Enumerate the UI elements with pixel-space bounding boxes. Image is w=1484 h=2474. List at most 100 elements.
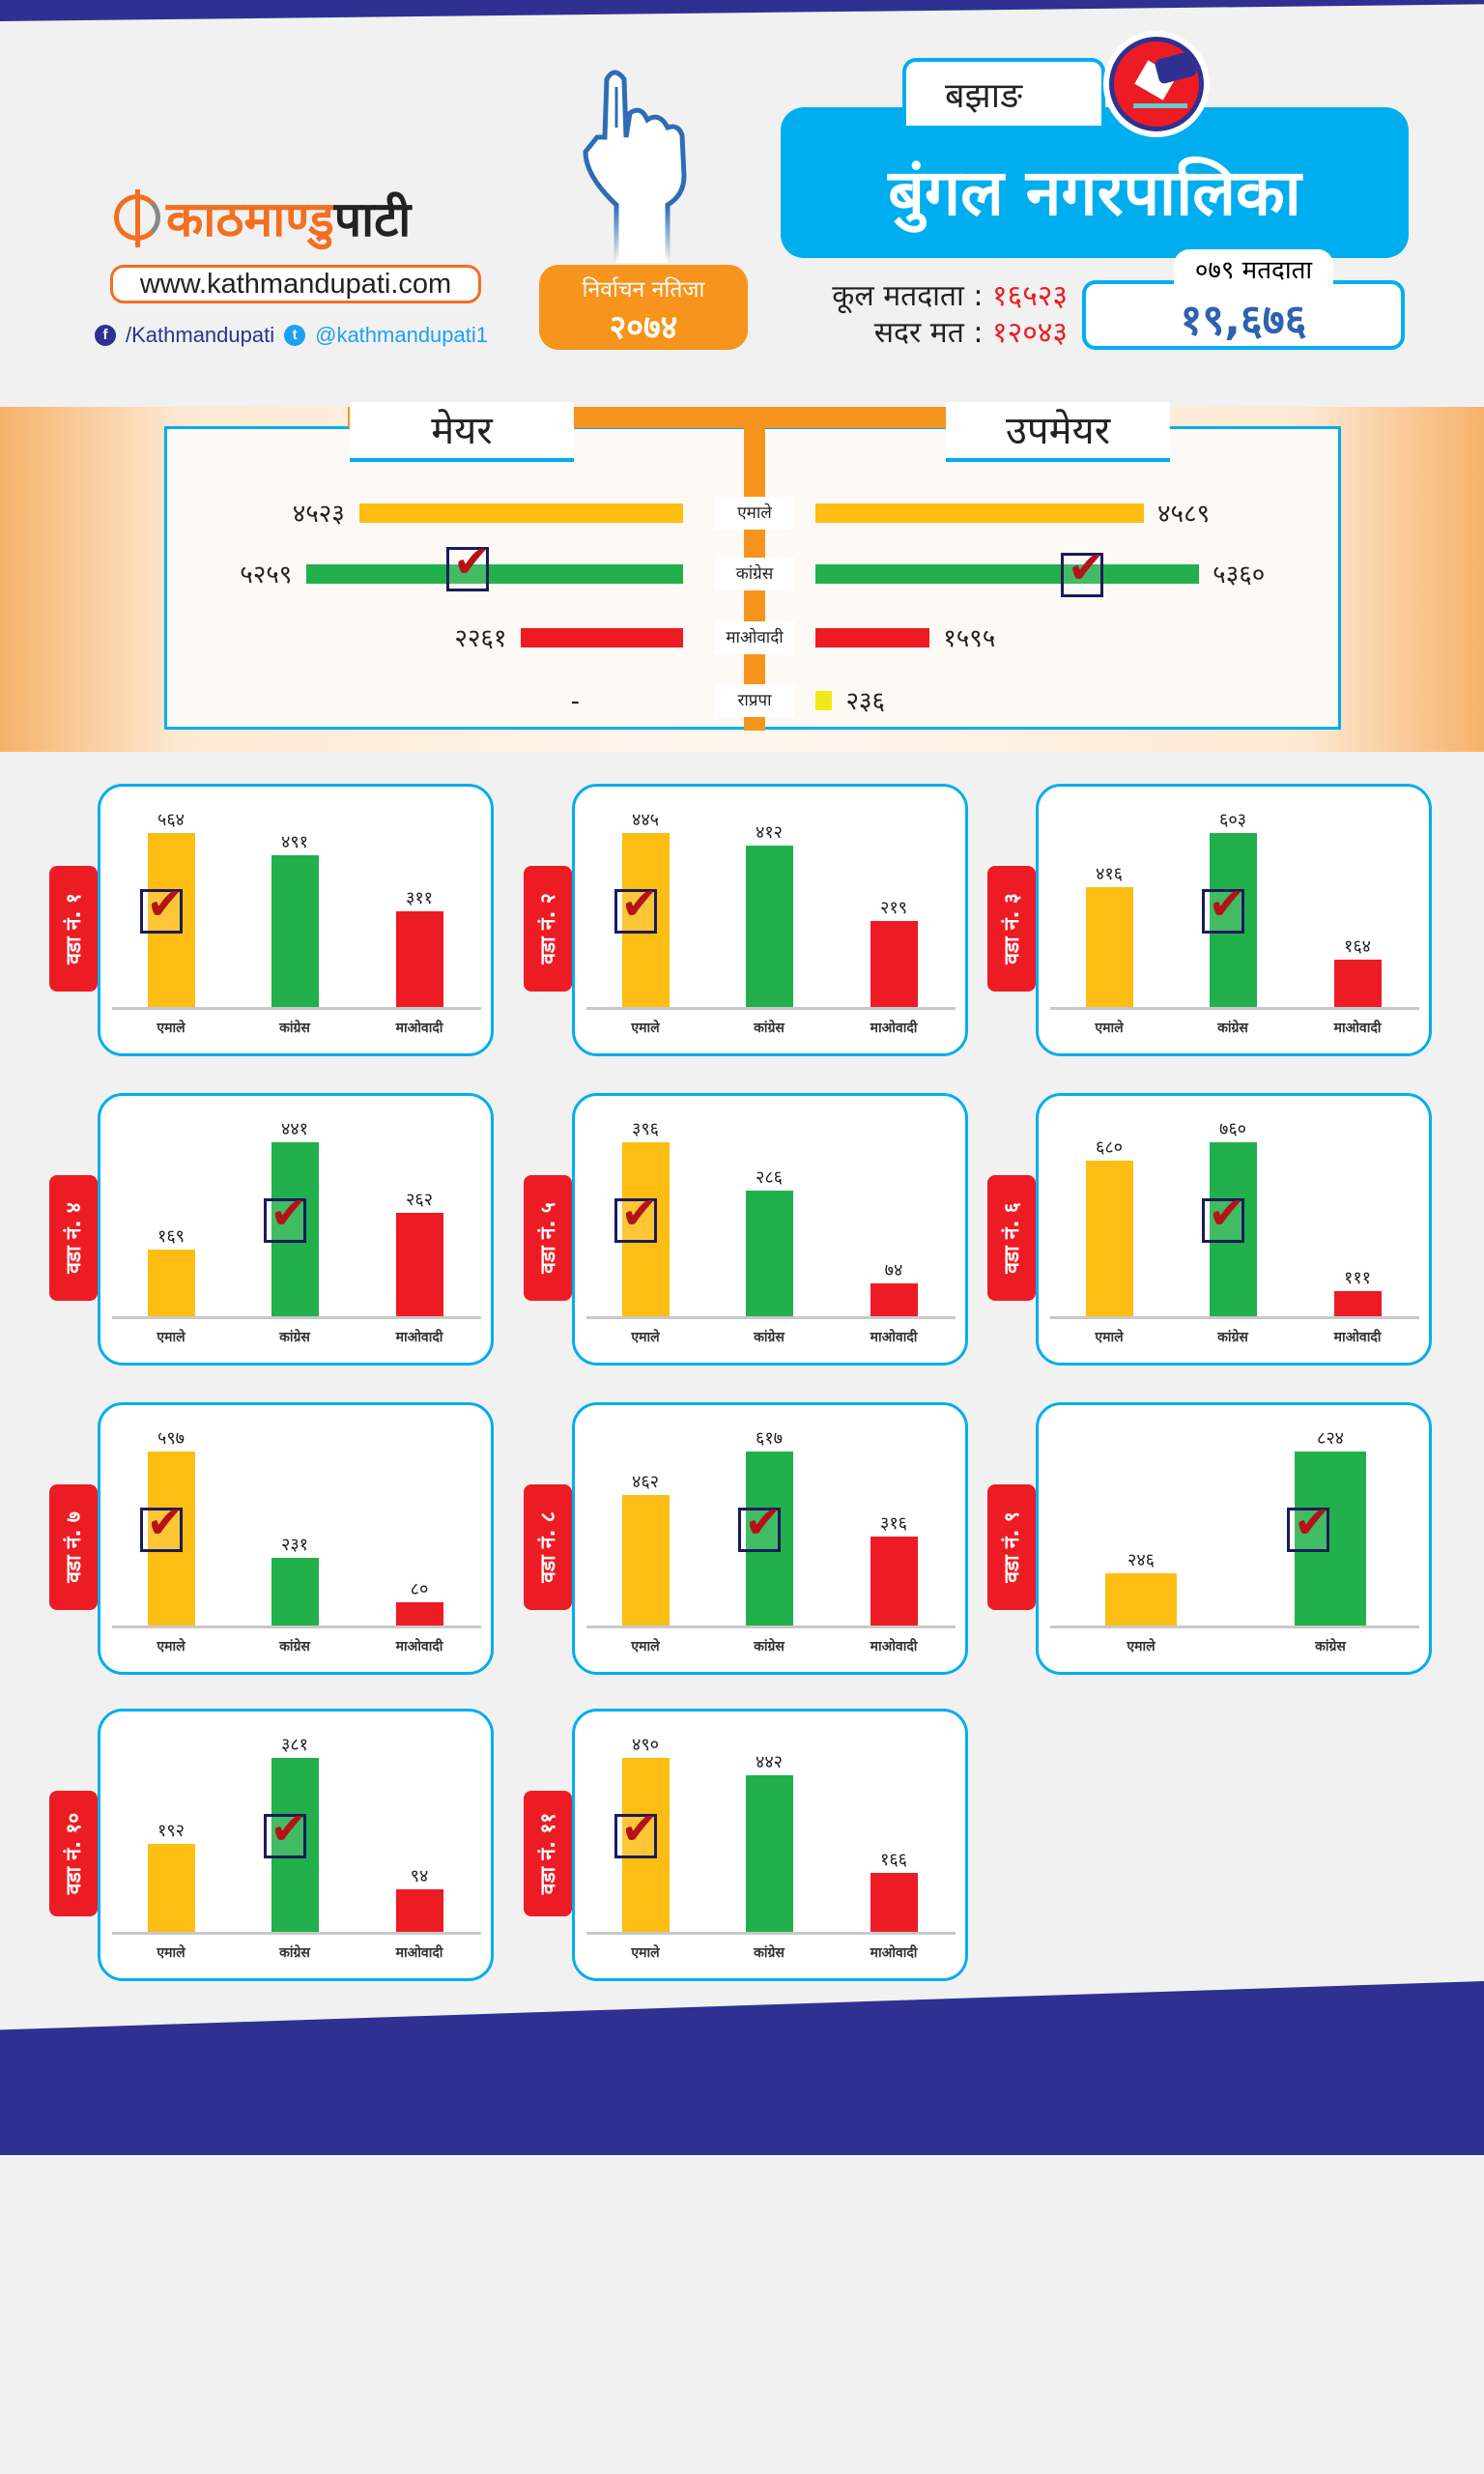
- ward-bar: [395, 1601, 443, 1625]
- party-label: कांग्रेस: [754, 1330, 785, 1345]
- ward-bar: [745, 1774, 793, 1932]
- ward-card: ४६२ एमाले ६१७ कांग्रेस ✔ ३१६ माओवादी: [572, 1402, 968, 1675]
- winner-checkmark-icon: ✔: [1287, 1496, 1331, 1552]
- bottom-band: [0, 1981, 1484, 2155]
- ward-votes: ८०: [410, 1578, 429, 1599]
- ward-label-tab: वडा नं. ७: [49, 1484, 98, 1610]
- check-glyph: ✔: [1208, 1187, 1246, 1239]
- ward-votes: ४९०: [631, 1735, 660, 1755]
- valid-votes-value: १२०४३: [992, 316, 1068, 350]
- deputy-bar: [815, 503, 1145, 523]
- party-label: एमाले: [157, 1021, 186, 1036]
- ward-label-tab: वडा नं. १०: [49, 1791, 98, 1916]
- party-label: माओवादी: [1333, 1021, 1382, 1036]
- party-label: कांग्रेस: [279, 1945, 310, 1961]
- ward-label-tab: वडा नं. ११: [524, 1791, 572, 1916]
- total-voters-label: कूल मतदाता :: [832, 279, 984, 313]
- ward-bar: [870, 1536, 918, 1625]
- party-label: कांग्रेस: [1217, 1021, 1248, 1036]
- ward-bar: [147, 1844, 195, 1932]
- ward-votes: ४४१: [280, 1119, 309, 1139]
- ward-bar: [271, 855, 319, 1007]
- ward-label: वडा नं. ९: [1000, 1511, 1023, 1583]
- total-voters-value: १६५२३: [992, 279, 1068, 313]
- ward-bar: [1209, 1142, 1257, 1316]
- municipality-title: बुंगल नगरपालिका: [781, 107, 1409, 258]
- party-label: माओवादी: [395, 1021, 443, 1036]
- ward-votes: ३११: [405, 887, 434, 908]
- ward-label-tab: वडा नं. ६: [987, 1175, 1036, 1301]
- check-glyph: ✔: [1294, 1496, 1331, 1548]
- mayor-bar: [358, 503, 683, 523]
- winner-checkmark-icon: ✔: [737, 1496, 782, 1552]
- mayor-votes: २२६१: [454, 624, 507, 653]
- ward-label: वडा नं. २: [536, 893, 559, 964]
- party-label: कांग्रेस: [279, 1330, 310, 1345]
- facebook-icon: f: [95, 325, 116, 346]
- ward-votes: ४४५: [631, 810, 660, 830]
- ward-votes: १६९: [157, 1226, 186, 1248]
- chart-baseline: [112, 1932, 481, 1935]
- ward-votes: ७६०: [1218, 1119, 1247, 1139]
- ward-bar: [870, 1283, 918, 1316]
- winner-checkmark-icon: ✔: [446, 535, 491, 591]
- ward-bar: [1105, 1573, 1177, 1625]
- ward-card: २४६ एमाले ८२४ कांग्रेस ✔: [1036, 1402, 1432, 1675]
- winner-checkmark-icon: ✔: [614, 877, 658, 934]
- ward-bar: [621, 1758, 670, 1932]
- ward-label-tab: वडा नं. ९: [987, 1484, 1036, 1610]
- ward-card: ३९६ एमाले ✔ २८६ कांग्रेस ७४ माओवादी: [572, 1093, 968, 1366]
- ward-votes: ३८१: [280, 1735, 309, 1755]
- ward-votes: ७४: [884, 1260, 903, 1281]
- deputy-bar: [815, 564, 1200, 584]
- party-label: माओवादी: [1333, 1330, 1382, 1345]
- ward-label: वडा नं. ३: [1000, 893, 1023, 964]
- ward-label: वडा नं. ४: [62, 1202, 85, 1274]
- ward-votes: २४६: [1127, 1550, 1156, 1571]
- check-glyph: ✔: [620, 1187, 659, 1239]
- winner-checkmark-icon: ✔: [1201, 1187, 1245, 1243]
- party-label: कांग्रेस: [1217, 1330, 1248, 1345]
- twitter-link[interactable]: @kathmandupati1: [315, 323, 488, 347]
- mayor-bar: [306, 564, 683, 584]
- ward-votes: १११: [1343, 1267, 1372, 1288]
- check-glyph: ✔: [620, 1802, 659, 1855]
- kathmandupati-logo: काठमाण्डु पाटी: [114, 184, 471, 251]
- ward-bar: [1295, 1452, 1366, 1625]
- party-label: एमाले: [631, 1021, 660, 1036]
- ward-label: वडा नं. १०: [62, 1812, 85, 1895]
- ward-label-tab: वडा नं. १: [49, 866, 98, 992]
- voting-finger-icon: [583, 70, 687, 263]
- ward-votes: ६१७: [755, 1428, 784, 1449]
- ward-bar: [271, 1758, 319, 1932]
- website-link[interactable]: www.kathmandupati.com: [110, 265, 481, 303]
- chart-baseline: [586, 1316, 956, 1319]
- facebook-link[interactable]: /Kathmandupati: [126, 323, 275, 347]
- voters-079-label: ०७९ मतदाता: [1174, 249, 1333, 290]
- ward-card: ४१६ एमाले ६०३ कांग्रेस ✔ १६४ माओवादी: [1036, 784, 1432, 1056]
- mayor-votes: ५२५९: [240, 561, 293, 590]
- check-glyph: ✔: [146, 1496, 185, 1548]
- mayor-heading: मेयर: [350, 402, 574, 462]
- party-label: माओवादी: [395, 1945, 443, 1961]
- ward-bar: [147, 1452, 195, 1625]
- ward-label-tab: वडा नं. ४: [49, 1175, 98, 1301]
- party-label: माओवादी: [395, 1639, 443, 1654]
- winner-checkmark-icon: ✔: [139, 1496, 184, 1552]
- ward-votes: २३१: [280, 1535, 309, 1556]
- deputy-mayor-heading: उपमेयर: [946, 402, 1170, 462]
- check-glyph: ✔: [453, 535, 491, 588]
- ward-label-tab: वडा नं. २: [524, 866, 572, 992]
- voters-079-value: १९,६७६: [1082, 280, 1405, 350]
- ward-card: ५६४ एमाले ✔ ४९१ कांग्रेस ३११ माओवादी: [98, 784, 494, 1056]
- top-stripe: [0, 0, 1484, 21]
- ward-votes: ३१६: [879, 1512, 908, 1534]
- election-year: २०७४: [609, 308, 678, 347]
- ward-card: ४९० एमाले ✔ ४४२ कांग्रेस १६६ माओवादी: [572, 1709, 968, 1981]
- ward-label-tab: वडा नं. ५: [524, 1175, 572, 1301]
- ward-label: वडा नं. ११: [536, 1812, 559, 1895]
- party-label: एमाले: [1127, 1639, 1156, 1654]
- check-glyph: ✔: [1068, 541, 1105, 593]
- chart-baseline: [586, 1932, 956, 1935]
- ward-card: ६८० एमाले ७६० कांग्रेस ✔ १११ माओवादी: [1036, 1093, 1432, 1366]
